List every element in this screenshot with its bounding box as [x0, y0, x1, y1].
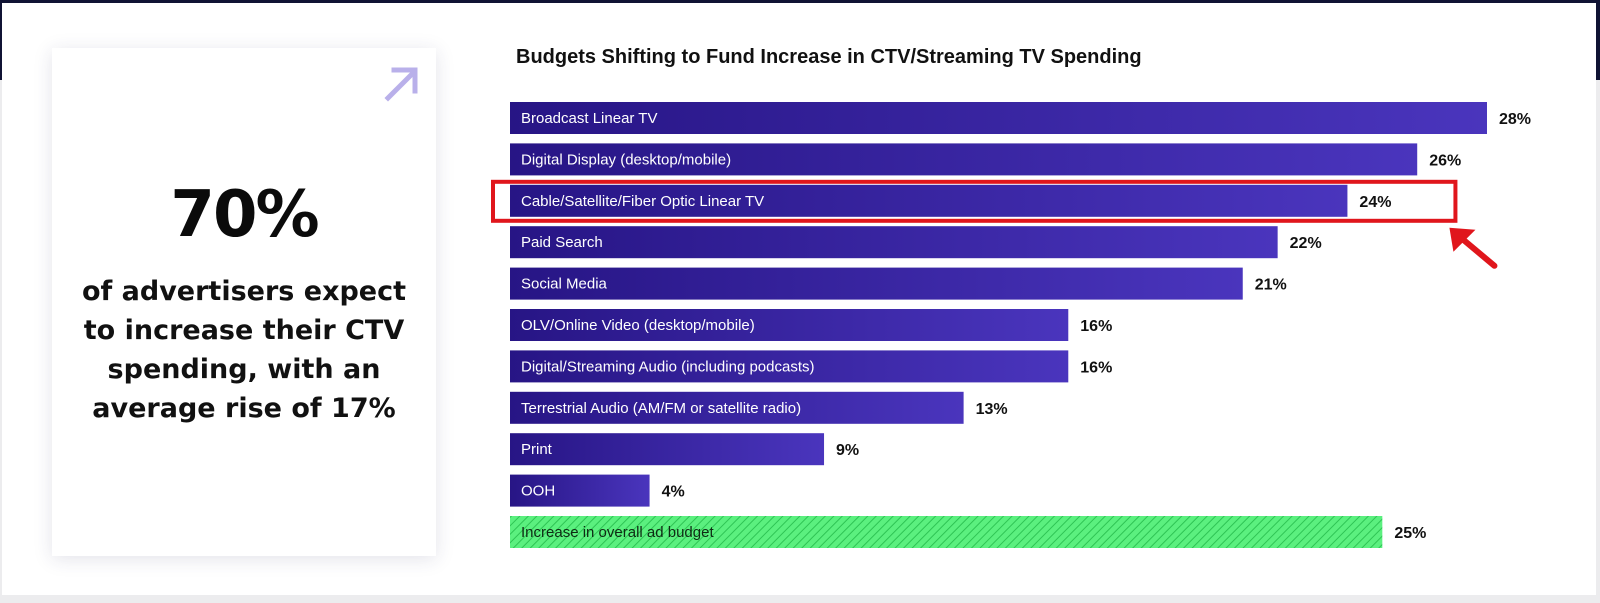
bar-value-label: 13%	[976, 401, 1008, 418]
bar-category-label: OOH	[521, 483, 555, 500]
bar	[510, 143, 1418, 176]
bar	[510, 267, 1243, 300]
bar	[510, 226, 1278, 259]
stat-card	[52, 48, 436, 556]
bar-category-label: Digital Display (desktop/mobile)	[521, 151, 731, 168]
bar	[510, 309, 1069, 341]
stat-description: of advertisers expect to increase their …	[81, 276, 407, 424]
bar-category-label: Paid Search	[521, 234, 603, 251]
highlight-arrowhead-icon	[1449, 227, 1476, 252]
chart-title: Budgets Shifting to Fund Increase in CTV…	[516, 46, 1142, 68]
bar-value-label: 16%	[1080, 359, 1112, 376]
bar-value-label: 4%	[662, 484, 685, 501]
bar	[510, 184, 1348, 217]
bar	[510, 433, 825, 466]
bar	[510, 102, 1487, 134]
bar-category-label: Print	[521, 441, 553, 458]
bar	[510, 350, 1069, 383]
bar-category-label: Digital/Streaming Audio (including podca…	[521, 358, 815, 375]
bar-category-label: Terrestrial Audio (AM/FM or satellite ra…	[521, 400, 801, 417]
bar-category-label: Increase in overall ad budget	[521, 524, 714, 541]
stat-value: 70%	[170, 178, 319, 252]
bar	[510, 474, 650, 507]
bar-category-label: OLV/Online Video (desktop/mobile)	[521, 317, 755, 334]
arrow-up-right-icon	[384, 67, 418, 102]
bar-value-label: 16%	[1080, 318, 1112, 335]
highlight-box	[491, 179, 1458, 223]
bar-value-label: 24%	[1359, 194, 1391, 211]
bar-value-label: 26%	[1429, 152, 1461, 169]
bar-value-label: 22%	[1290, 235, 1322, 252]
bar-value-label: 9%	[836, 442, 859, 459]
bar-value-label: 28%	[1499, 111, 1531, 128]
bar-category-label: Social Media	[521, 276, 608, 293]
bar-category-label: Broadcast Linear TV	[521, 110, 657, 127]
bar-overall-budget	[510, 516, 1383, 548]
bar-value-label: 25%	[1394, 525, 1426, 542]
bar-value-label: 21%	[1255, 277, 1287, 294]
bar-category-label: Cable/Satellite/Fiber Optic Linear TV	[521, 193, 764, 210]
bar	[510, 391, 964, 424]
